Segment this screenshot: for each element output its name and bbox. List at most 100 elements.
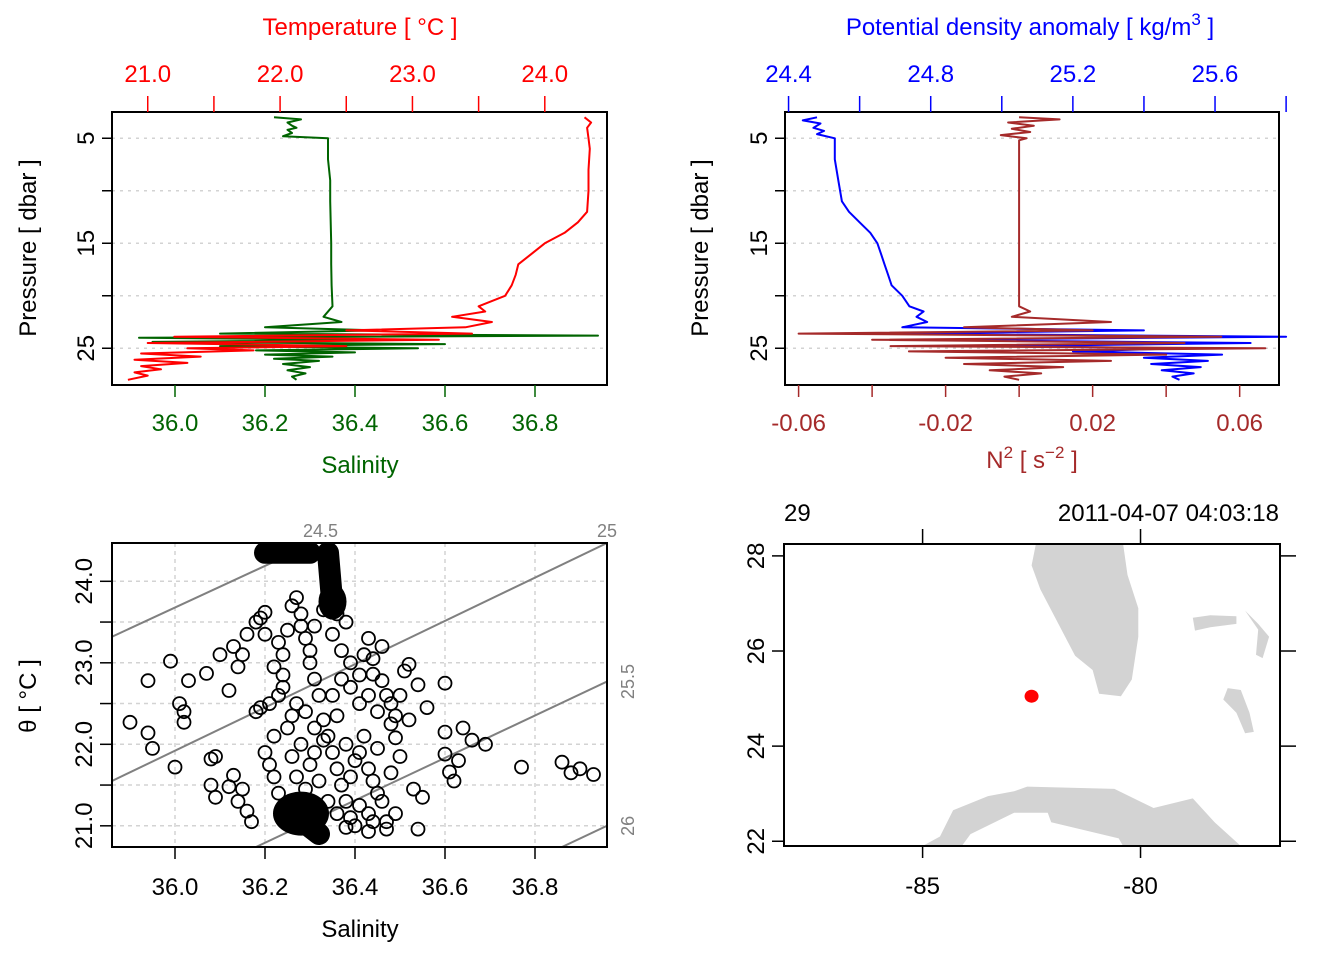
ts-point bbox=[514, 759, 529, 775]
pressure-gridlines bbox=[785, 137, 1279, 349]
isopycnal-lines bbox=[112, 543, 607, 847]
ts-point bbox=[361, 688, 376, 703]
salinity-axis: 36.0 36.2 36.4 36.6 36.8 bbox=[152, 847, 558, 901]
station-map-panel: -85 -80 22 24 26 28 29 2011-04-07 04:03:18 bbox=[743, 500, 1296, 900]
ts-point bbox=[266, 728, 282, 744]
ts-point bbox=[392, 688, 408, 703]
plot-frame bbox=[111, 542, 608, 848]
land-cuba bbox=[922, 786, 1241, 846]
ts-point bbox=[361, 806, 376, 821]
ts-point bbox=[379, 821, 394, 837]
temperature-axis-title: Temperature [ °C ] bbox=[263, 14, 458, 41]
isopycnal-label: 26 bbox=[618, 816, 638, 836]
pressure-axis-title: Pressure [ dbar ] bbox=[15, 159, 42, 336]
land-andros bbox=[1223, 688, 1254, 734]
ts-point bbox=[298, 631, 313, 646]
ts-point bbox=[343, 679, 358, 695]
ts-point bbox=[271, 785, 286, 801]
ts-point bbox=[226, 767, 241, 783]
ts-point bbox=[451, 753, 466, 768]
ts-point bbox=[401, 712, 417, 728]
latitude-tick-label: 26 bbox=[743, 638, 770, 665]
ts-point bbox=[199, 666, 214, 681]
ts-point bbox=[356, 647, 372, 663]
ts-point bbox=[352, 667, 367, 683]
station-id-label: 29 bbox=[784, 500, 811, 527]
bottom-axis-tick-label: 0.02 bbox=[1069, 410, 1116, 437]
pressure-axis: 5 15 25 bbox=[746, 132, 785, 362]
n2-title-end: ] bbox=[1064, 447, 1077, 474]
ts-point bbox=[401, 657, 417, 672]
density-title-main: Potential density anomaly [ kg/m bbox=[846, 14, 1192, 41]
ts-point bbox=[329, 761, 345, 777]
density-title-superscript: 3 bbox=[1191, 10, 1200, 29]
ts-point bbox=[244, 814, 259, 830]
ts-point bbox=[374, 639, 390, 654]
ts-dense-cluster bbox=[318, 583, 347, 620]
ts-point bbox=[307, 671, 322, 687]
latitude-tick-label: 28 bbox=[743, 543, 770, 570]
ts-point bbox=[352, 696, 367, 711]
ts-point bbox=[419, 700, 435, 715]
ts-point bbox=[338, 614, 354, 630]
ts-point bbox=[280, 622, 295, 638]
bottom-axis-tick-label: -0.06 bbox=[771, 410, 826, 437]
ts-point bbox=[325, 688, 340, 703]
ts-point bbox=[284, 749, 300, 764]
theta-tick-label: 23.0 bbox=[71, 639, 98, 686]
ts-point bbox=[163, 653, 178, 669]
ts-point bbox=[230, 659, 246, 675]
n2-title-main: N bbox=[986, 447, 1003, 474]
ts-point bbox=[289, 590, 304, 605]
salinity-tick-label: 36.6 bbox=[422, 874, 469, 901]
ts-point bbox=[266, 659, 282, 675]
bottom-axis-tick-label: 36.4 bbox=[332, 410, 379, 437]
ts-point bbox=[253, 700, 268, 715]
ts-point bbox=[410, 677, 426, 693]
top-axis-tick-label: 24.8 bbox=[907, 61, 954, 88]
ts-point bbox=[140, 673, 156, 689]
ts-point bbox=[361, 761, 376, 777]
ts-point bbox=[455, 720, 471, 736]
top-axis-tick-label: 22.0 bbox=[257, 61, 304, 88]
ts-point bbox=[365, 814, 381, 830]
ts-point bbox=[311, 688, 327, 703]
ts-point bbox=[334, 643, 349, 658]
series-line-salinity bbox=[138, 116, 599, 381]
pressure-tick-label: 5 bbox=[746, 132, 773, 145]
isopycnal-label: 24.5 bbox=[303, 521, 338, 541]
ts-point bbox=[302, 643, 318, 658]
ts-point bbox=[374, 673, 390, 689]
ts-point bbox=[370, 704, 385, 720]
profile-series bbox=[797, 116, 1288, 381]
ts-diagram-panel: 36.0 36.2 36.4 36.6 36.8 21.0 22.0 23.0 24.0 24… bbox=[15, 521, 638, 943]
pressure-tick-label: 15 bbox=[746, 230, 773, 257]
plot-frame bbox=[111, 111, 608, 386]
ts-point bbox=[464, 732, 480, 748]
longitude-tick-label: -85 bbox=[905, 873, 940, 900]
top-axis-tick-label: 24.4 bbox=[765, 61, 812, 88]
ts-point bbox=[361, 631, 376, 646]
ts-point bbox=[325, 745, 340, 760]
pressure-tick-label: 25 bbox=[73, 335, 100, 362]
ts-point bbox=[370, 741, 385, 756]
land-abaco bbox=[1245, 610, 1270, 659]
series-line-n2 bbox=[797, 116, 1267, 381]
plot-frame bbox=[784, 111, 1280, 386]
ts-point bbox=[176, 714, 192, 730]
top-axis-tick-label: 25.6 bbox=[1192, 61, 1239, 88]
ts-point bbox=[235, 781, 250, 797]
ts-point bbox=[410, 821, 426, 837]
ts-point bbox=[365, 773, 381, 789]
ts-point bbox=[212, 647, 228, 663]
ts-point bbox=[334, 777, 349, 793]
pressure-axis-title: Pressure [ dbar ] bbox=[687, 159, 714, 336]
ts-point bbox=[248, 614, 264, 630]
ts-point bbox=[554, 754, 570, 770]
pressure-tick-label: 15 bbox=[73, 230, 100, 257]
ts-point bbox=[289, 696, 304, 711]
ts-point bbox=[338, 794, 354, 809]
density-axis: 24.4 24.8 25.2 25.6 bbox=[765, 61, 1287, 112]
